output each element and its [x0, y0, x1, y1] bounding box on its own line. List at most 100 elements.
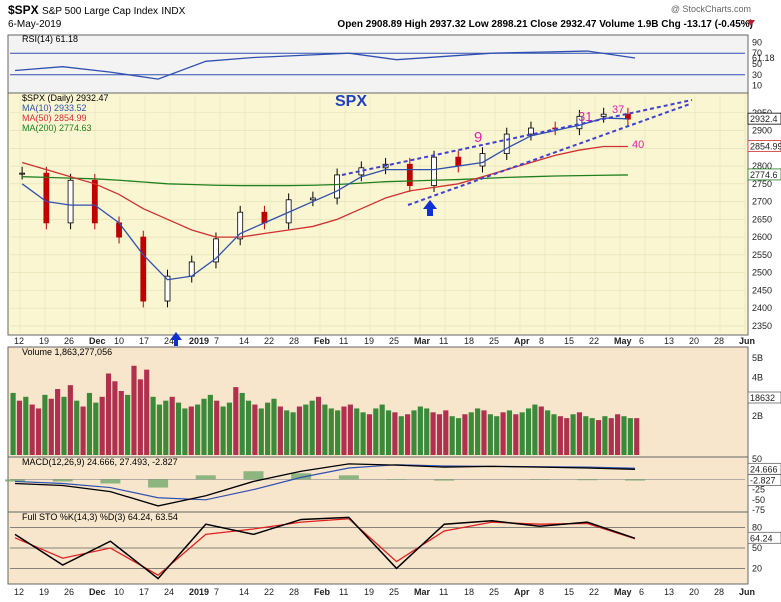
x-tick-upper-9: 14: [239, 336, 249, 346]
x-tick-upper-4: 10: [114, 336, 124, 346]
volume-bar: [335, 410, 341, 455]
sto-ytick-0: 80: [752, 523, 762, 533]
x-tick-lower-24: May: [614, 587, 632, 597]
brand-label[interactable]: @ StockCharts.com: [670, 4, 751, 14]
price-bar-body: [19, 172, 26, 175]
ma200-line: [22, 174, 628, 187]
volume-ytick-0: 5B: [752, 353, 763, 363]
volume-bar: [602, 416, 608, 455]
volume-bar: [258, 408, 264, 455]
volume-bar: [42, 394, 48, 455]
volume-bar: [583, 416, 589, 455]
x-tick-upper-1: 19: [39, 336, 49, 346]
price-bar-body: [188, 261, 195, 277]
wave-label-9: 9: [474, 129, 482, 146]
volume-bar: [570, 414, 576, 455]
x-tick-lower-4: 10: [114, 587, 124, 597]
volume-bar: [214, 400, 220, 455]
volume-bar: [175, 402, 182, 455]
macd-hist-bar: [100, 479, 121, 484]
macd-last-label-1: -2.827: [750, 476, 776, 486]
macd-legend: MACD(12,26,9) 24.666, 27.493, -2.827: [22, 457, 178, 467]
x-tick-upper-2: 26: [64, 336, 74, 346]
volume-bar: [545, 410, 551, 455]
sto-layer: 80 50 20 64.24: [10, 516, 781, 580]
x-tick-upper-29: Jun: [739, 336, 755, 346]
volume-bar: [417, 406, 423, 455]
volume-bar: [551, 414, 557, 455]
volume-bar: [347, 404, 353, 455]
volume-bar: [99, 396, 105, 455]
x-tick-lower-22: 15: [564, 587, 574, 597]
volume-bar: [481, 410, 487, 455]
rsi-line: [14, 50, 636, 80]
volume-bar: [595, 420, 602, 455]
up-arrow-mar: [423, 200, 437, 216]
volume-bar: [67, 385, 73, 455]
volume-bar: [112, 381, 118, 455]
wave-label-40: 40: [632, 139, 644, 151]
volume-bar: [61, 396, 67, 455]
volume-bar: [182, 408, 188, 455]
price-bar-body: [91, 179, 98, 224]
volume-bar: [379, 404, 385, 455]
volume-bar: [309, 400, 315, 455]
volume-bar: [252, 404, 258, 455]
x-tick-lower-21: 8: [539, 587, 544, 597]
volume-bar: [35, 408, 42, 455]
price-bar-body: [140, 236, 147, 302]
x-tick-lower-6: 24: [164, 587, 174, 597]
volume-bar: [608, 418, 614, 455]
volume-bar: [271, 398, 277, 455]
x-tick-lower-5: 17: [139, 587, 149, 597]
volume-bar: [436, 414, 443, 455]
volume-bar: [23, 396, 29, 455]
price-ytick-12: 2350: [752, 321, 772, 331]
rsi-last-label: 61.18: [752, 53, 775, 63]
x-tick-upper-6: 24: [164, 336, 174, 346]
x-tick-upper-12: Feb: [314, 336, 331, 346]
x-tick-lower-12: Feb: [314, 587, 331, 597]
volume-bar: [150, 396, 156, 455]
sto-d-line: [14, 518, 636, 576]
volume-bar: [163, 400, 169, 455]
rsi-ytick-2: 50: [752, 59, 762, 69]
x-tick-lower-9: 14: [239, 587, 249, 597]
x-tick-upper-19: 25: [489, 336, 499, 346]
macd-line: [14, 463, 636, 507]
x-tick-lower-19: 25: [489, 587, 499, 597]
rsi-ytick-1: 70: [752, 48, 762, 58]
volume-bar: [589, 418, 595, 455]
macd-hist-bar: [577, 479, 598, 481]
price-last-label-0: 2932.4: [750, 114, 778, 124]
volume-bar: [233, 387, 239, 455]
price-ytick-11: 2400: [752, 303, 772, 313]
volume-bar: [506, 410, 513, 455]
volume-bar: [284, 410, 290, 455]
wave-label-31: 31: [578, 109, 592, 124]
dropdown-icon[interactable]: [747, 20, 755, 26]
volume-bar: [239, 392, 245, 455]
volume-bar: [564, 418, 570, 455]
macd-hist-bar: [338, 475, 359, 480]
price-panel-bg: [7, 92, 749, 336]
x-tick-upper-24: May: [614, 336, 632, 346]
price-bar-body: [43, 172, 50, 224]
symbol: $SPX: [8, 3, 39, 17]
volume-bar: [424, 408, 430, 455]
price-ytick-4: 2750: [752, 179, 772, 189]
price-last-label-2: 2774.6: [750, 170, 778, 180]
macd-last-box-1: [747, 474, 781, 486]
volume-legend: Volume 1,863,277,056: [22, 347, 112, 357]
price-bar-body: [576, 115, 583, 130]
x-tick-upper-8: 7: [214, 336, 219, 346]
macd-hist-bar: [434, 479, 455, 481]
volume-layer: 5B4B3B2B18632: [10, 353, 781, 455]
volume-last-label: 18632: [750, 393, 775, 403]
price-bar-body: [503, 133, 510, 155]
price-ytick-3: 2800: [752, 161, 772, 171]
price-ytick-10: 2450: [752, 285, 772, 295]
x-tick-upper-28: 28: [714, 336, 724, 346]
